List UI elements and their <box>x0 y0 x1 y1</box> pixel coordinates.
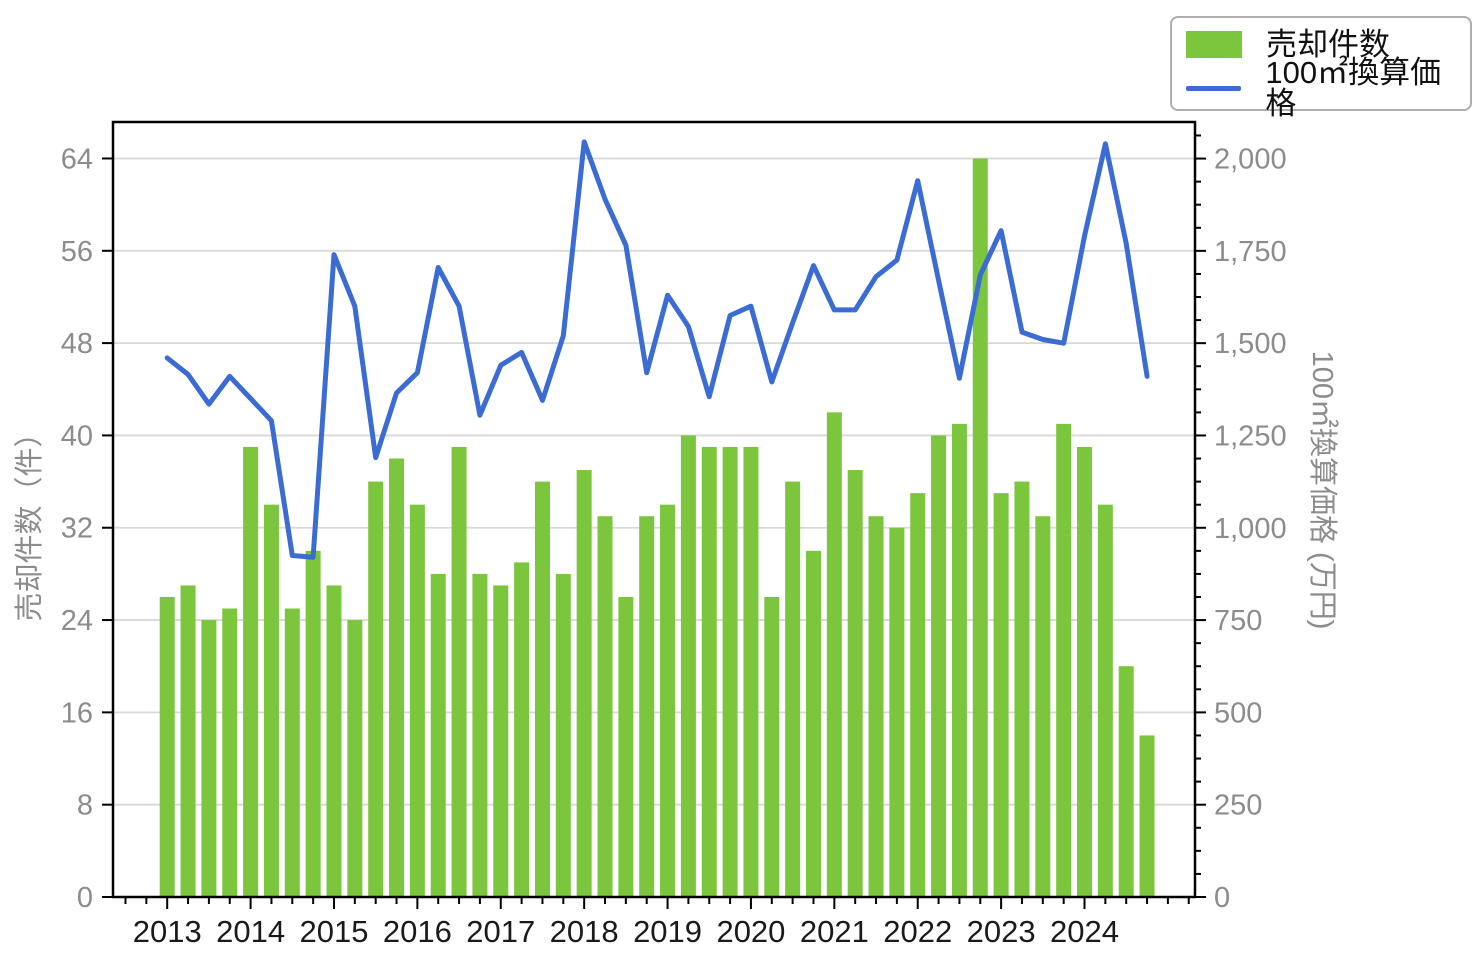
bar-2018Q4 <box>639 516 655 897</box>
left-axis-tick-label: 56 <box>61 236 93 268</box>
bar-2019Q3 <box>701 446 717 897</box>
legend-item-bar: 売却件数 <box>1186 24 1390 64</box>
bar-2019Q1 <box>660 504 676 897</box>
bar-2014Q2 <box>263 504 279 897</box>
bar-2018Q2 <box>597 516 613 897</box>
bar-2015Q1 <box>326 585 342 897</box>
bar-2024Q3 <box>1118 666 1134 897</box>
bar-2024Q1 <box>1077 446 1093 897</box>
bar-2023Q3 <box>1035 516 1051 897</box>
bar-2013Q3 <box>201 620 217 897</box>
bar-2022Q4 <box>972 158 988 898</box>
x-axis-tick-label: 2017 <box>466 914 535 949</box>
x-axis-tick-label: 2016 <box>383 914 452 949</box>
right-axis-tick-label: 250 <box>1214 790 1262 822</box>
left-axis-tick-label: 24 <box>61 605 93 637</box>
bar-2024Q2 <box>1097 504 1113 897</box>
x-axis-tick-label: 2013 <box>133 914 202 949</box>
bar-2017Q4 <box>555 573 571 897</box>
left-axis-title: 売却件数（件） <box>14 418 46 622</box>
right-axis-tick-label: 2,000 <box>1214 144 1287 176</box>
legend: 売却件数 100㎡換算価格 <box>1170 16 1472 119</box>
right-axis-tick-label: 1,500 <box>1214 328 1287 360</box>
legend-bar-swatch <box>1186 30 1242 58</box>
bar-2013Q4 <box>222 608 238 897</box>
right-axis-tick-label: 0 <box>1214 882 1230 914</box>
x-axis-tick-label: 2022 <box>883 914 952 949</box>
bar-2020Q2 <box>764 596 780 897</box>
bar-2014Q1 <box>243 446 259 897</box>
x-axis-tick-label: 2014 <box>216 914 285 949</box>
left-axis-tick-label: 0 <box>77 882 93 914</box>
legend-item-line: 100㎡換算価格 <box>1186 57 1470 119</box>
bar-2020Q3 <box>785 481 801 897</box>
x-axis-tick-label: 2023 <box>967 914 1036 949</box>
bar-2022Q2 <box>931 435 947 897</box>
bar-2024Q4 <box>1139 735 1155 897</box>
bar-2015Q2 <box>347 620 363 897</box>
bar-2016Q3 <box>451 446 467 897</box>
left-axis-tick-label: 64 <box>61 143 93 175</box>
left-axis-tick-label: 40 <box>61 420 93 452</box>
plot-frame <box>111 120 1197 899</box>
bar-2018Q1 <box>576 470 592 897</box>
bar-2019Q2 <box>680 435 696 897</box>
bar-2017Q3 <box>534 481 550 897</box>
right-axis-tick-label: 750 <box>1214 605 1262 637</box>
bar-2013Q1 <box>159 596 175 897</box>
bar-2022Q3 <box>951 423 967 897</box>
right-axis-tick-label: 1,250 <box>1214 420 1287 452</box>
bar-2023Q1 <box>993 493 1009 897</box>
bar-2016Q1 <box>409 504 425 897</box>
x-axis-tick-label: 2019 <box>633 914 702 949</box>
left-axis-tick-label: 16 <box>61 697 93 729</box>
bar-2021Q2 <box>847 470 863 897</box>
left-axis-tick-label: 48 <box>61 328 93 360</box>
bar-2021Q3 <box>868 516 884 897</box>
bar-2022Q1 <box>910 493 926 897</box>
bar-2015Q4 <box>389 458 405 897</box>
legend-bar-label: 売却件数 <box>1266 26 1390 62</box>
x-axis-tick-label: 2021 <box>800 914 869 949</box>
bar-2017Q1 <box>493 585 509 897</box>
right-axis-tick-label: 1,750 <box>1214 236 1287 268</box>
bar-2019Q4 <box>722 446 738 897</box>
bar-2021Q4 <box>889 527 905 897</box>
bar-2020Q4 <box>805 550 821 897</box>
bar-2023Q2 <box>1014 481 1030 897</box>
bar-2016Q2 <box>430 573 446 897</box>
x-axis-tick-label: 2020 <box>716 914 785 949</box>
left-axis-tick-label: 8 <box>77 790 93 822</box>
x-axis-tick-label: 2015 <box>300 914 369 949</box>
bar-2014Q4 <box>305 550 321 897</box>
bar-2023Q4 <box>1056 423 1072 897</box>
right-axis-tick-label: 1,000 <box>1214 513 1287 545</box>
bar-2016Q4 <box>472 573 488 897</box>
bar-2018Q3 <box>618 596 634 897</box>
right-axis-title: 100㎡換算価格 (万円) <box>1306 350 1338 630</box>
legend-line-swatch <box>1186 85 1242 91</box>
bar-2014Q3 <box>284 608 300 897</box>
bar-2015Q3 <box>368 481 384 897</box>
legend-line-label: 100㎡換算価格 <box>1265 55 1442 121</box>
right-axis-tick-label: 500 <box>1214 697 1262 729</box>
left-axis-tick-label: 32 <box>61 513 93 545</box>
bar-2020Q1 <box>743 446 759 897</box>
bar-2017Q2 <box>514 562 530 897</box>
bar-2013Q2 <box>180 585 196 897</box>
bar-2021Q1 <box>826 412 842 897</box>
x-axis-tick-label: 2018 <box>550 914 619 949</box>
price-line <box>164 139 1150 560</box>
x-axis-tick-label: 2024 <box>1050 914 1119 949</box>
